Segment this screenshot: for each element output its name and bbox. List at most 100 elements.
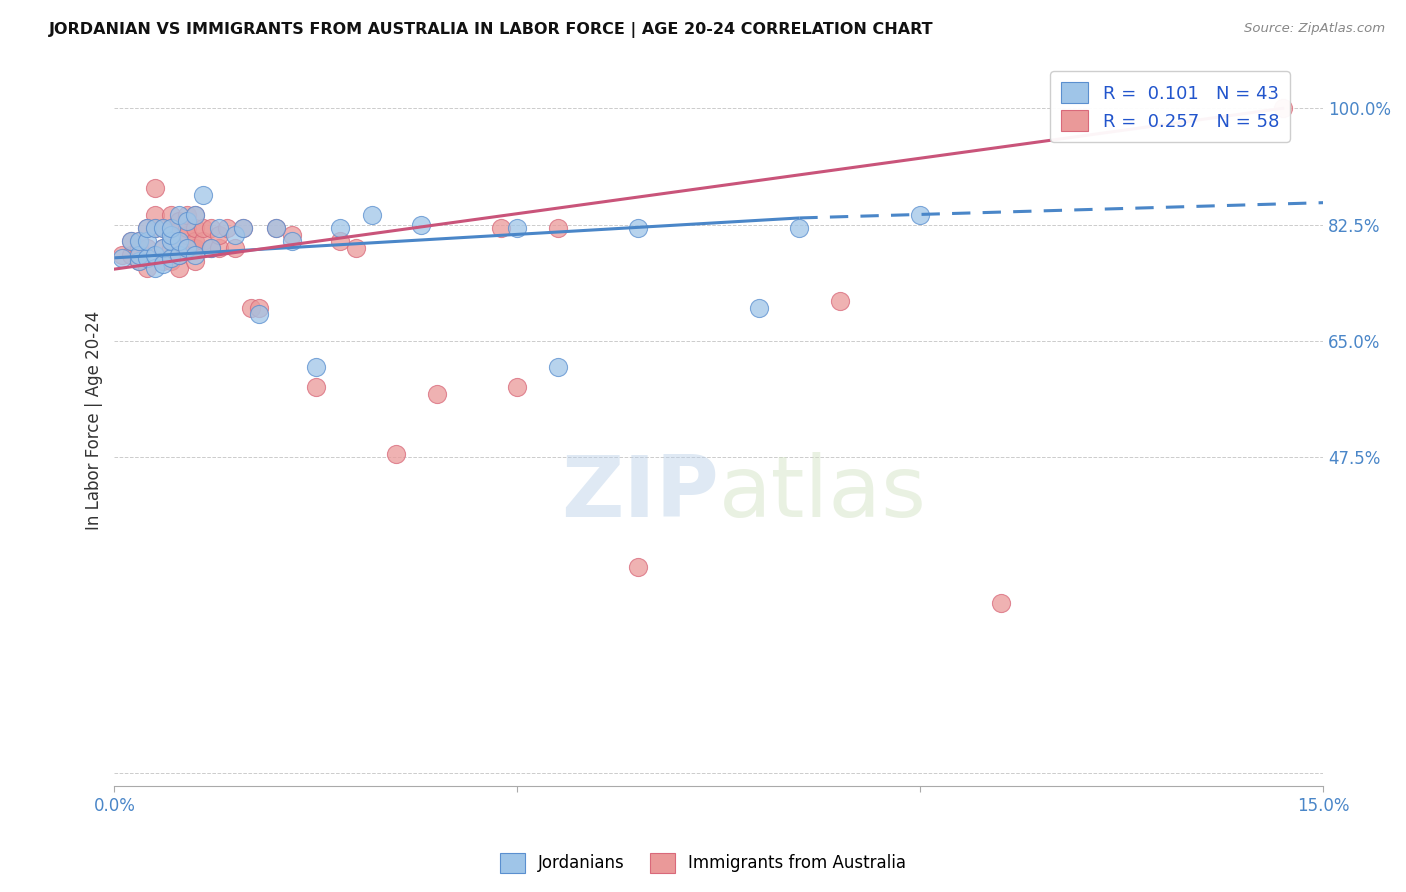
Point bbox=[184, 241, 207, 255]
Point bbox=[184, 234, 207, 248]
Point bbox=[208, 241, 231, 255]
Point bbox=[200, 241, 222, 255]
Point bbox=[167, 260, 190, 275]
Point bbox=[128, 254, 150, 268]
Point bbox=[264, 221, 287, 235]
Point bbox=[361, 208, 384, 222]
Point bbox=[217, 221, 239, 235]
Point bbox=[184, 221, 207, 235]
Point bbox=[280, 234, 302, 248]
Point bbox=[184, 208, 207, 222]
Point bbox=[152, 254, 174, 268]
Point bbox=[329, 234, 352, 248]
Point bbox=[240, 301, 263, 315]
Point bbox=[111, 247, 134, 261]
Text: Source: ZipAtlas.com: Source: ZipAtlas.com bbox=[1244, 22, 1385, 36]
Point bbox=[176, 227, 198, 242]
Point bbox=[167, 234, 190, 248]
Point bbox=[120, 247, 142, 261]
Text: atlas: atlas bbox=[718, 452, 927, 535]
Point bbox=[135, 221, 157, 235]
Point bbox=[191, 234, 214, 248]
Legend: R =  0.101   N = 43, R =  0.257   N = 58: R = 0.101 N = 43, R = 0.257 N = 58 bbox=[1050, 71, 1289, 142]
Point bbox=[547, 360, 569, 375]
Point bbox=[159, 254, 181, 268]
Point bbox=[627, 221, 650, 235]
Point bbox=[128, 241, 150, 255]
Point bbox=[200, 241, 222, 255]
Point bbox=[135, 251, 157, 265]
Point bbox=[224, 227, 246, 242]
Point bbox=[143, 260, 166, 275]
Point bbox=[249, 307, 271, 321]
Point bbox=[305, 380, 328, 394]
Point bbox=[176, 208, 198, 222]
Point bbox=[910, 208, 932, 222]
Point bbox=[143, 181, 166, 195]
Point bbox=[232, 221, 254, 235]
Point bbox=[990, 596, 1012, 610]
Point bbox=[1271, 101, 1294, 115]
Point bbox=[143, 221, 166, 235]
Point bbox=[159, 241, 181, 255]
Point bbox=[191, 187, 214, 202]
Point bbox=[128, 234, 150, 248]
Point bbox=[385, 447, 408, 461]
Point bbox=[128, 234, 150, 248]
Point bbox=[159, 221, 181, 235]
Point bbox=[120, 234, 142, 248]
Point bbox=[191, 221, 214, 235]
Point bbox=[506, 380, 529, 394]
Point bbox=[143, 247, 166, 261]
Y-axis label: In Labor Force | Age 20-24: In Labor Force | Age 20-24 bbox=[86, 311, 103, 530]
Point bbox=[305, 360, 328, 375]
Point bbox=[280, 227, 302, 242]
Point bbox=[120, 234, 142, 248]
Point bbox=[143, 208, 166, 222]
Point bbox=[159, 208, 181, 222]
Point bbox=[152, 257, 174, 271]
Point bbox=[135, 241, 157, 255]
Text: JORDANIAN VS IMMIGRANTS FROM AUSTRALIA IN LABOR FORCE | AGE 20-24 CORRELATION CH: JORDANIAN VS IMMIGRANTS FROM AUSTRALIA I… bbox=[49, 22, 934, 38]
Point bbox=[627, 559, 650, 574]
Point bbox=[167, 208, 190, 222]
Point bbox=[409, 218, 432, 232]
Point bbox=[143, 221, 166, 235]
Point bbox=[184, 254, 207, 268]
Point bbox=[426, 387, 449, 401]
Point bbox=[547, 221, 569, 235]
Point bbox=[176, 221, 198, 235]
Point bbox=[344, 241, 367, 255]
Point bbox=[159, 227, 181, 242]
Point bbox=[506, 221, 529, 235]
Point bbox=[135, 234, 157, 248]
Legend: Jordanians, Immigrants from Australia: Jordanians, Immigrants from Australia bbox=[494, 847, 912, 880]
Point bbox=[167, 247, 190, 261]
Point bbox=[489, 221, 512, 235]
Point bbox=[828, 293, 851, 308]
Point bbox=[249, 301, 271, 315]
Point bbox=[135, 221, 157, 235]
Point bbox=[159, 234, 181, 248]
Point bbox=[176, 241, 198, 255]
Point bbox=[232, 221, 254, 235]
Point bbox=[152, 241, 174, 255]
Point bbox=[167, 234, 190, 248]
Point bbox=[208, 221, 231, 235]
Point bbox=[184, 247, 207, 261]
Point bbox=[159, 227, 181, 242]
Point bbox=[152, 221, 174, 235]
Point bbox=[159, 251, 181, 265]
Point bbox=[176, 241, 198, 255]
Point bbox=[111, 251, 134, 265]
Point bbox=[789, 221, 811, 235]
Point bbox=[748, 301, 770, 315]
Point bbox=[167, 247, 190, 261]
Point bbox=[167, 214, 190, 228]
Point bbox=[135, 260, 157, 275]
Point bbox=[264, 221, 287, 235]
Text: ZIP: ZIP bbox=[561, 452, 718, 535]
Point bbox=[128, 254, 150, 268]
Point bbox=[200, 221, 222, 235]
Point bbox=[128, 247, 150, 261]
